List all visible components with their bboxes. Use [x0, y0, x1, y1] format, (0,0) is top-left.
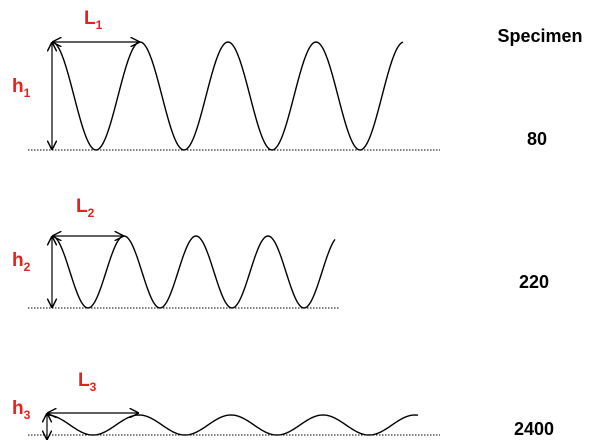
height-letter: h: [12, 76, 24, 97]
specimen-value: 220: [519, 272, 549, 292]
length-subscript: 3: [90, 380, 97, 394]
height-letter: h: [12, 250, 24, 271]
length-label: L2: [76, 196, 95, 220]
length-letter: L: [84, 8, 96, 29]
length-subscript: 1: [96, 18, 103, 32]
height-label: h1: [12, 76, 31, 100]
length-letter: L: [78, 370, 90, 391]
header-title: Specimen: [497, 26, 582, 46]
length-letter: L: [76, 196, 88, 217]
specimen-value: 80: [527, 129, 547, 149]
height-label: h2: [12, 250, 31, 274]
height-subscript: 1: [24, 86, 31, 100]
wave: [51, 41, 404, 151]
length-subscript: 2: [88, 206, 95, 220]
height-label: h3: [12, 398, 31, 422]
height-letter: h: [12, 398, 24, 419]
specimen-value: 2400: [514, 419, 554, 439]
height-subscript: 3: [24, 408, 31, 422]
wave: [46, 414, 419, 436]
wave: [51, 235, 336, 309]
length-label: L1: [84, 8, 103, 32]
height-subscript: 2: [24, 260, 31, 274]
length-label: L3: [78, 370, 97, 394]
